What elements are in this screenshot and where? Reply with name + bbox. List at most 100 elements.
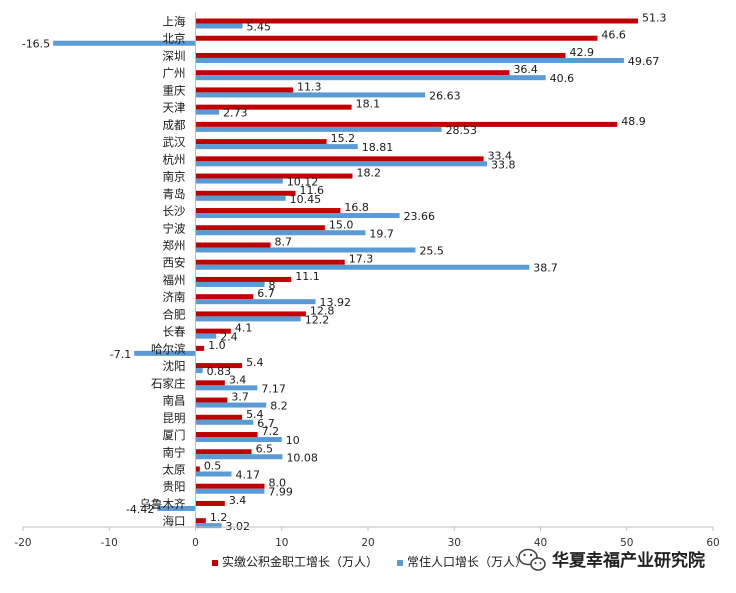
- value-label-workers: 48.9: [621, 115, 646, 128]
- value-label-workers: 0.5: [204, 459, 222, 472]
- bar-workers: [195, 70, 510, 76]
- category-label: 西安: [163, 256, 186, 270]
- value-label-workers: 42.9: [570, 46, 595, 59]
- bar-workers: [195, 259, 345, 265]
- category-label: 沈阳: [163, 359, 186, 373]
- value-label-workers: 17.3: [349, 253, 374, 266]
- bar-workers: [195, 449, 252, 455]
- value-label-population: 25.5: [419, 244, 444, 257]
- value-label-population: 38.7: [533, 262, 558, 275]
- category-label: 南昌: [163, 394, 186, 408]
- bar-population: [195, 454, 283, 460]
- legend: 实缴公积金职工增长（万人） 常住人口增长（万人）: [212, 554, 527, 569]
- bar-population: [195, 264, 530, 270]
- watermark: 华夏幸福产业研究院: [518, 548, 705, 571]
- x-tick-label: 20: [361, 537, 374, 549]
- category-label: 杭州: [163, 152, 186, 166]
- value-label-workers: 18.1: [356, 98, 381, 111]
- value-label-population: 8: [269, 279, 276, 292]
- value-label-population: 8.2: [270, 400, 288, 413]
- value-label-workers: 15.2: [331, 132, 356, 145]
- value-label-workers: 33.4: [488, 149, 513, 162]
- category-label: 宁波: [163, 221, 186, 235]
- value-label-population: 7.99: [268, 486, 293, 499]
- bar-population: [195, 437, 282, 443]
- bar-workers: [195, 363, 243, 369]
- x-tick-label: 40: [534, 537, 547, 549]
- bar-workers: [195, 35, 598, 41]
- bar-population: [195, 161, 488, 167]
- bar-workers: [195, 139, 327, 145]
- bars-layer: [53, 18, 638, 529]
- bar-workers: [195, 104, 352, 110]
- category-label: 重庆: [163, 83, 186, 97]
- bar-workers: [195, 311, 306, 317]
- category-label: 海口: [163, 514, 186, 528]
- bar-population: [195, 385, 258, 391]
- category-label: 北京: [163, 32, 186, 46]
- category-label: 厦门: [163, 428, 186, 442]
- value-label-population: 26.63: [429, 89, 461, 102]
- value-label-population: 33.8: [491, 158, 516, 171]
- bar-population: [195, 419, 254, 425]
- legend-swatch-workers: [212, 560, 218, 566]
- value-label-workers: 3.7: [231, 391, 249, 404]
- bar-workers: [195, 173, 353, 179]
- bar-population: [134, 350, 196, 356]
- bar-population: [195, 402, 267, 408]
- value-label-population: -16.5: [22, 38, 50, 51]
- x-tick-label: 10: [275, 537, 288, 549]
- bar-workers: [195, 225, 325, 231]
- bar-population: [195, 75, 546, 81]
- bar-population: [195, 92, 426, 98]
- bar-workers: [195, 500, 225, 506]
- value-label-workers: 7.2: [262, 425, 280, 438]
- legend-label-population: 常住人口增长（万人）: [407, 555, 527, 569]
- bar-workers: [195, 87, 293, 93]
- bar-population: [195, 178, 283, 184]
- bar-population: [195, 247, 416, 253]
- value-label-population: 10.08: [286, 451, 318, 464]
- value-label-workers: 46.6: [601, 29, 626, 42]
- category-label: 青岛: [163, 187, 186, 201]
- bar-population: [195, 195, 286, 201]
- bar-workers: [195, 190, 296, 196]
- value-label-population: 12.2: [305, 313, 330, 326]
- value-label-workers: 11.3: [297, 80, 322, 93]
- category-label: 长春: [163, 325, 186, 339]
- bar-workers: [195, 432, 258, 438]
- x-tick-label: 60: [706, 537, 719, 549]
- value-label-workers: 3.4: [229, 373, 247, 386]
- watermark-text: 华夏幸福产业研究院: [552, 550, 705, 571]
- value-label-population: 6.7: [257, 417, 275, 430]
- x-tick-label: 0: [192, 537, 199, 549]
- bar-workers: [195, 18, 638, 24]
- bar-workers: [195, 156, 484, 162]
- bar-workers: [195, 121, 618, 127]
- value-label-workers: 11.1: [295, 270, 320, 283]
- value-label-population: 18.81: [362, 141, 394, 154]
- x-tick-label: -20: [14, 537, 31, 549]
- bar-population: [157, 505, 196, 511]
- bar-workers: [195, 397, 228, 403]
- bar-population: [195, 213, 400, 219]
- wechat-icon: [518, 548, 546, 571]
- value-label-population: -7.1: [110, 348, 131, 361]
- value-label-workers: 11.6: [300, 184, 325, 197]
- value-label-population: 10: [286, 434, 300, 447]
- value-label-workers: 5.4: [246, 408, 264, 421]
- value-label-population: 0.83: [207, 365, 232, 378]
- value-label-population: 5.45: [247, 21, 272, 34]
- value-label-workers: 8.0: [269, 477, 287, 490]
- category-label: 济南: [163, 290, 186, 304]
- category-label: 石家庄: [151, 376, 186, 390]
- legend-label-workers: 实缴公积金职工增长（万人）: [222, 554, 378, 569]
- value-label-workers: 4.1: [235, 322, 253, 335]
- x-tick-label: -10: [101, 537, 118, 549]
- value-label-workers: 15.0: [329, 218, 354, 231]
- value-label-workers: 36.4: [513, 63, 538, 76]
- x-tick-label: 50: [620, 537, 633, 549]
- bar-population: [195, 333, 217, 339]
- bar-population: [195, 23, 243, 29]
